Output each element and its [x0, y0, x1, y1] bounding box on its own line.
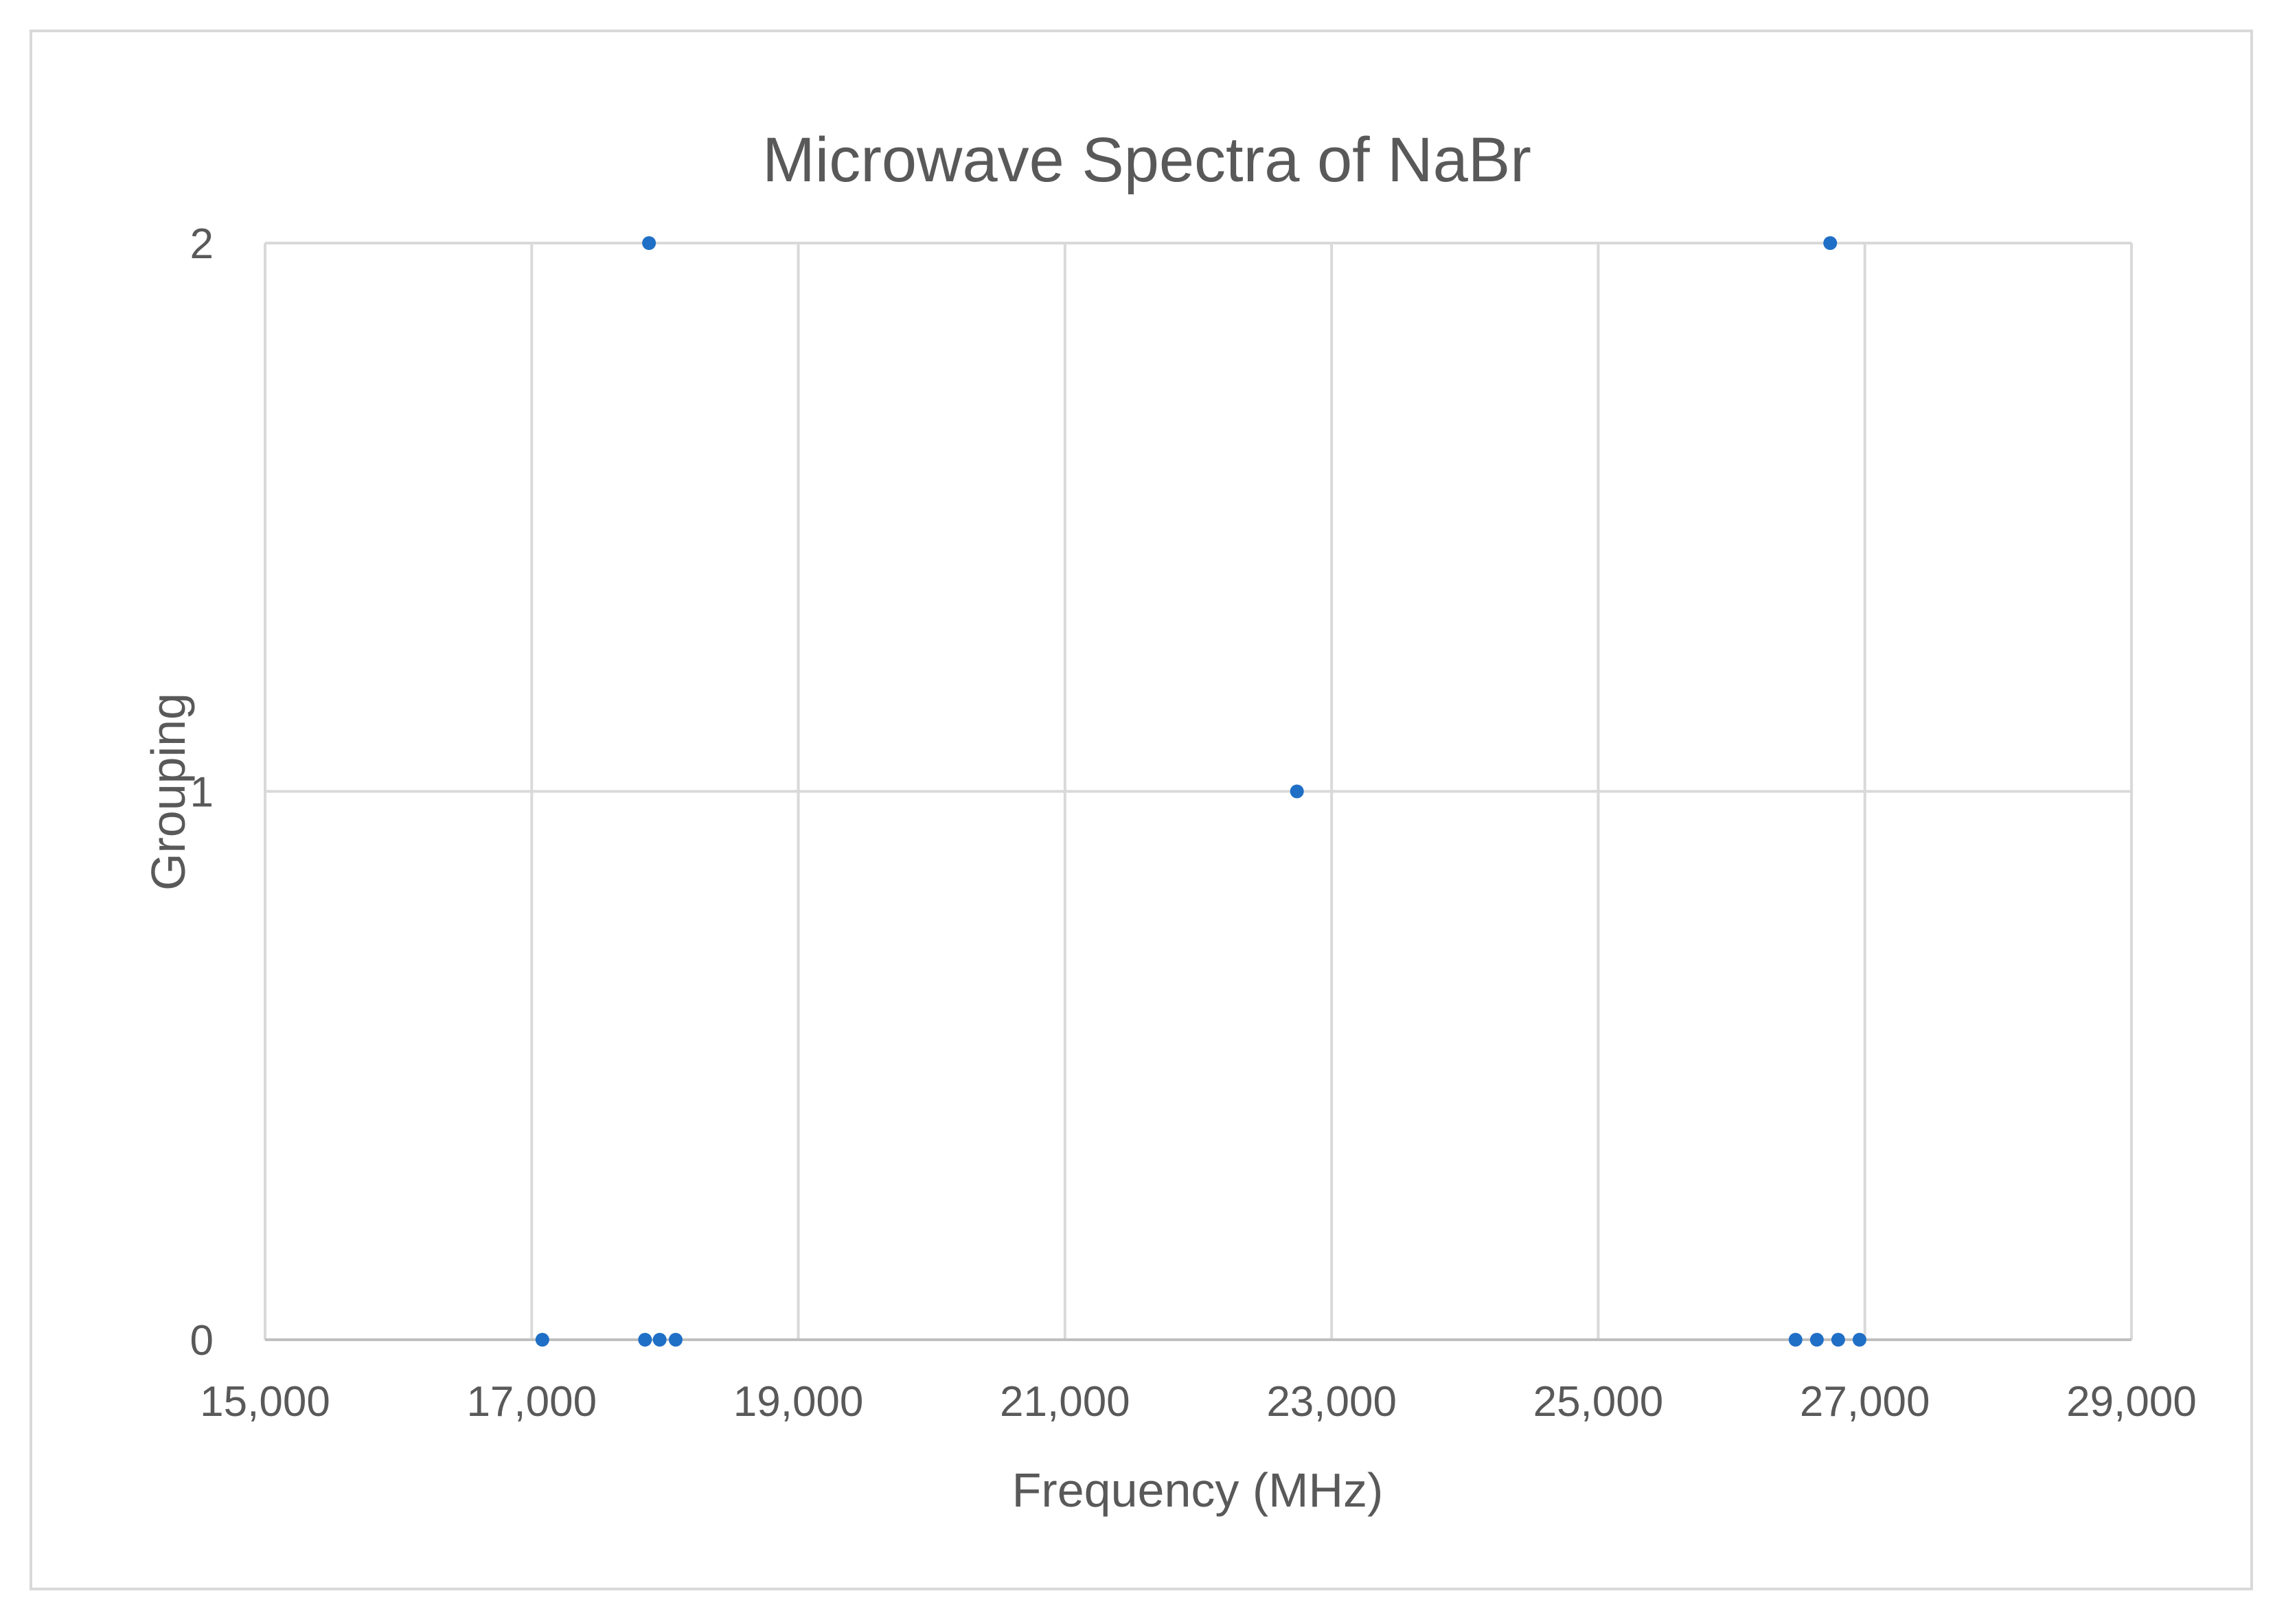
data-point: [638, 1333, 652, 1347]
data-point: [1290, 784, 1304, 799]
data-point: [1809, 1333, 1824, 1347]
chart-frame: Microwave Spectra of NaBr 15,000 17,000 19…: [30, 30, 2253, 1590]
data-point: [642, 236, 656, 250]
data-point: [1788, 1333, 1803, 1347]
y-tick-label: 0: [190, 1317, 214, 1364]
data-point: [535, 1333, 549, 1347]
y-tick-labels: 0 1 2: [190, 220, 214, 1364]
data-point: [1852, 1333, 1866, 1347]
x-tick-label: 15,000: [200, 1378, 330, 1426]
data-point: [668, 1333, 683, 1347]
x-tick-label: 27,000: [1800, 1378, 1930, 1426]
x-tick-label: 19,000: [733, 1378, 864, 1426]
x-tick-labels: 15,000 17,000 19,000 21,000 23,000 25,000 27,0…: [200, 1378, 2197, 1426]
chart-svg: Microwave Spectra of NaBr 15,000 17,000 19…: [141, 125, 2197, 1517]
data-point: [1831, 1333, 1845, 1347]
grid-lines: [264, 242, 2133, 1341]
y-tick-label: 2: [190, 220, 214, 268]
data-points: [535, 236, 1866, 1347]
x-axis-label: Frequency (MHz): [1012, 1463, 1384, 1517]
data-point: [1823, 236, 1838, 250]
y-tick-label: 1: [190, 769, 214, 816]
chart-title: Microwave Spectra of NaBr: [762, 125, 1531, 195]
x-tick-label: 23,000: [1266, 1378, 1397, 1426]
y-axis-label: Grouping: [141, 693, 195, 891]
x-tick-label: 25,000: [1533, 1378, 1664, 1426]
data-point: [652, 1333, 667, 1347]
x-tick-label: 29,000: [2066, 1378, 2197, 1426]
x-tick-label: 21,000: [1000, 1378, 1130, 1426]
x-tick-label: 17,000: [466, 1378, 597, 1426]
